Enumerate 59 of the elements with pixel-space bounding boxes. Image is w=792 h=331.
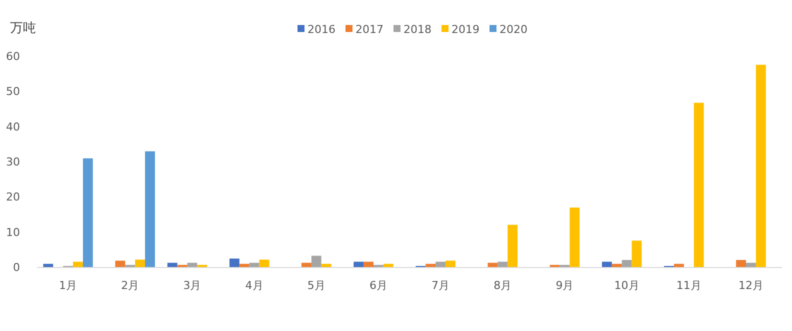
bar	[436, 262, 446, 267]
bar	[301, 262, 312, 267]
legend-label: 2019	[452, 23, 480, 36]
bar	[426, 264, 436, 267]
bar	[508, 224, 518, 267]
x-tick-label: 4月	[245, 279, 264, 292]
bar	[383, 264, 394, 267]
bar	[321, 264, 332, 267]
bar	[446, 260, 456, 267]
x-tick-label: 12月	[738, 279, 764, 292]
bar	[612, 264, 622, 267]
legend-label: 2020	[500, 23, 528, 36]
bar	[498, 262, 508, 267]
bar	[354, 262, 364, 267]
legend-label: 2018	[404, 23, 432, 36]
bar	[570, 208, 580, 267]
x-tick-label: 11月	[676, 279, 702, 292]
bar	[694, 102, 704, 267]
x-tick-label: 10月	[614, 279, 640, 292]
bar	[622, 260, 632, 267]
x-tick-label: 3月	[183, 279, 202, 292]
x-tick-label: 8月	[494, 279, 512, 292]
x-tick-label: 5月	[307, 279, 326, 292]
legend-label: 2017	[356, 23, 384, 36]
x-tick-label: 6月	[369, 279, 388, 292]
bar	[229, 258, 240, 267]
bar	[167, 262, 178, 267]
y-tick-label: 30	[6, 156, 20, 168]
bar	[488, 262, 498, 267]
bar	[364, 262, 374, 267]
bar	[82, 158, 93, 267]
bar	[43, 264, 54, 267]
y-tick-label: 10	[6, 226, 20, 239]
x-tick-label: 2月	[121, 279, 140, 292]
x-tick-label: 7月	[432, 279, 450, 292]
bar	[187, 262, 198, 267]
bar	[259, 260, 270, 267]
bar	[115, 260, 126, 267]
bar	[145, 151, 155, 267]
legend-label: 2016	[308, 23, 336, 36]
bar	[736, 260, 746, 267]
bar	[746, 262, 756, 267]
y-tick-label: 20	[6, 190, 20, 204]
bar	[311, 256, 322, 267]
x-tick-label: 9月	[556, 279, 574, 292]
bar	[135, 260, 146, 267]
y-tick-label: 50	[6, 85, 20, 98]
bar	[632, 240, 642, 267]
bar	[239, 264, 250, 267]
bar	[249, 262, 260, 267]
y-axis-title: 万吨	[10, 21, 36, 36]
bar	[674, 264, 684, 267]
y-tick-label: 0	[13, 261, 20, 274]
x-tick-label: 1月	[59, 279, 78, 292]
bar	[756, 64, 766, 267]
y-tick-label: 60	[6, 50, 20, 63]
bar	[73, 262, 83, 267]
bar	[602, 262, 612, 267]
y-tick-label: 40	[6, 120, 20, 134]
